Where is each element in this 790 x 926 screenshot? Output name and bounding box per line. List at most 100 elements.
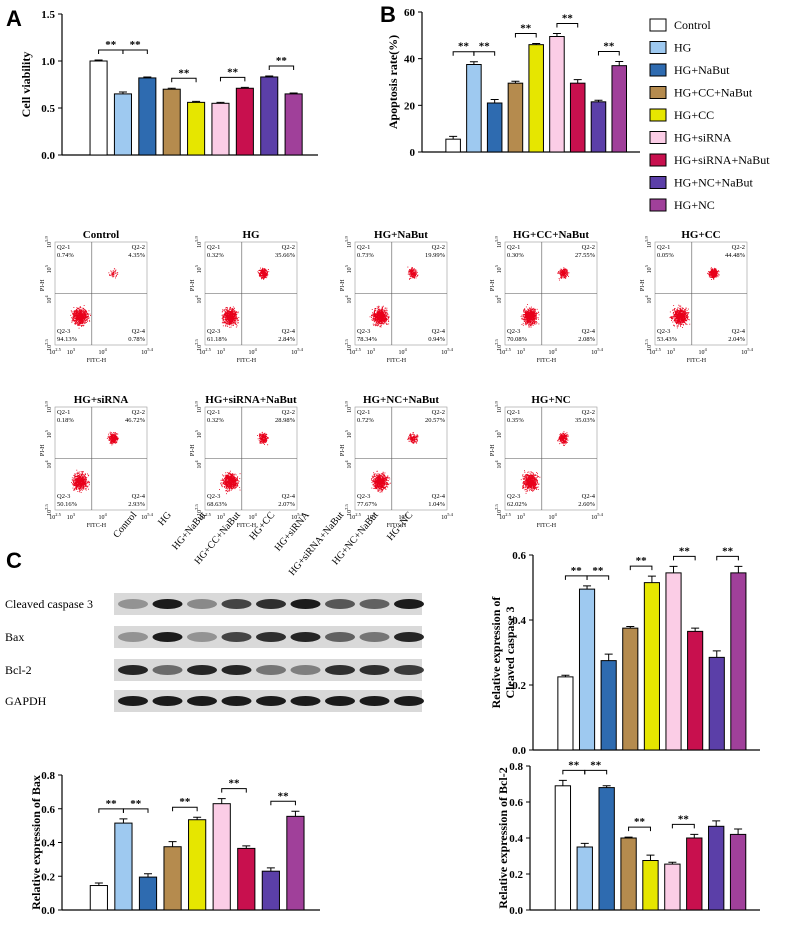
tick-exp: 4 [404, 512, 407, 517]
tick-label: 102.5 [499, 347, 511, 356]
bar [549, 36, 565, 153]
tick-exp: 2.5 [44, 338, 49, 344]
error-bar [511, 80, 520, 84]
panel-label: A [6, 6, 22, 31]
legend-label: HG+NC+NaBut [674, 176, 754, 190]
tick-base: 10 [217, 515, 223, 521]
tick-label: 102.5 [494, 503, 503, 515]
tick-label: 105.9 [494, 400, 503, 412]
blot-band [394, 632, 424, 642]
y-tick-label: 0.8 [509, 761, 523, 773]
tick-label: 104 [44, 460, 53, 469]
bar [445, 138, 461, 153]
error-bar [580, 842, 589, 847]
plot-title: HG+siRNA [74, 394, 129, 406]
significance-bracket [586, 575, 610, 580]
significance-label: ** [130, 798, 142, 810]
tick-label: 102.5 [499, 512, 511, 521]
quadrant-name: Q2-2 [132, 244, 145, 251]
y-tick-label: 40 [404, 54, 416, 66]
legend-swatch [649, 131, 667, 144]
bar [89, 885, 108, 911]
tick-base: 10 [197, 510, 203, 516]
blot-band [359, 599, 390, 609]
significance-bracket [473, 51, 496, 56]
tick-exp: 4 [554, 347, 557, 352]
error-bar [168, 841, 177, 847]
error-bar [573, 79, 582, 84]
bar [554, 785, 572, 911]
tick-label: 105 [44, 429, 53, 438]
bar [211, 102, 230, 156]
error-bar [291, 810, 300, 817]
error-bar [144, 873, 152, 878]
plot-title: HG [242, 229, 260, 241]
lane-label: HG+NaBut [170, 510, 208, 553]
quadrant-name: Q2-2 [582, 244, 595, 251]
blot-band [221, 665, 252, 675]
tick-base: 10 [741, 350, 747, 356]
tick-label: 105.4 [141, 512, 153, 521]
tick-label: 104 [194, 295, 203, 304]
tick-exp: 2.5 [344, 503, 349, 509]
error-bar [167, 87, 176, 90]
significance-bracket [514, 33, 537, 38]
tick-label: 103 [67, 347, 76, 356]
bar [590, 101, 607, 153]
y-tick-label: 0.0 [509, 905, 523, 917]
tick-base: 10 [591, 350, 597, 356]
tick-base: 10 [647, 298, 653, 304]
significance-bracket [597, 50, 620, 56]
plot-title: HG+siRNA+NaBut [205, 394, 297, 406]
blot-band [325, 599, 355, 609]
x-axis-label: FITC-H [87, 358, 107, 364]
x-axis-label: FITC-H [237, 523, 257, 529]
tick-label: 104 [248, 512, 257, 521]
blot-band [118, 696, 148, 706]
tick-exp: 4 [554, 512, 557, 517]
bar [261, 870, 280, 911]
quadrant-percent: 0.05% [657, 252, 674, 259]
bar [466, 64, 482, 153]
tick-exp: 5 [494, 429, 499, 432]
tick-label: 102.5 [344, 503, 353, 515]
blot-band [256, 632, 286, 642]
tick-base: 10 [497, 407, 503, 413]
scatter-dots [371, 432, 419, 493]
tick-label: 103 [517, 512, 526, 521]
significance-bracket [673, 555, 696, 561]
significance-bracket [671, 823, 695, 829]
tick-base: 10 [49, 350, 55, 356]
error-bar [624, 836, 633, 838]
tick-exp: 5.4 [747, 347, 753, 352]
tick-base: 10 [197, 242, 203, 248]
legend-label: HG+CC [674, 108, 714, 122]
tick-label: 105 [494, 429, 503, 438]
error-bar [143, 76, 152, 78]
tick-base: 10 [591, 515, 597, 521]
y-axis-label: PI-H [490, 444, 496, 456]
y-tick-label: 0.2 [509, 869, 523, 881]
blot-band [394, 599, 424, 609]
significance-bracket [268, 65, 295, 71]
significance-label: ** [571, 565, 583, 577]
tick-base: 10 [649, 350, 655, 356]
tick-label: 102.5 [199, 512, 211, 521]
legend-label: HG+CC+NaBut [674, 86, 753, 100]
tick-exp: 4 [44, 460, 49, 463]
tick-base: 10 [197, 298, 203, 304]
y-tick-label: 0.6 [509, 797, 523, 809]
error-bar [690, 833, 699, 838]
quadrant-name: Q2-1 [657, 244, 670, 251]
quadrant-percent: 0.30% [507, 252, 524, 259]
error-bar [216, 101, 225, 104]
tick-base: 10 [291, 515, 297, 521]
y-axis-label: Relative expression of [489, 596, 503, 709]
quadrant-name: Q2-4 [432, 328, 446, 335]
error-bar [668, 861, 677, 865]
error-bar [94, 882, 103, 886]
significance-bracket [629, 565, 653, 571]
quadrant-name: Q2-1 [357, 409, 370, 416]
tick-label: 105.4 [591, 347, 603, 356]
tick-base: 10 [349, 515, 355, 521]
